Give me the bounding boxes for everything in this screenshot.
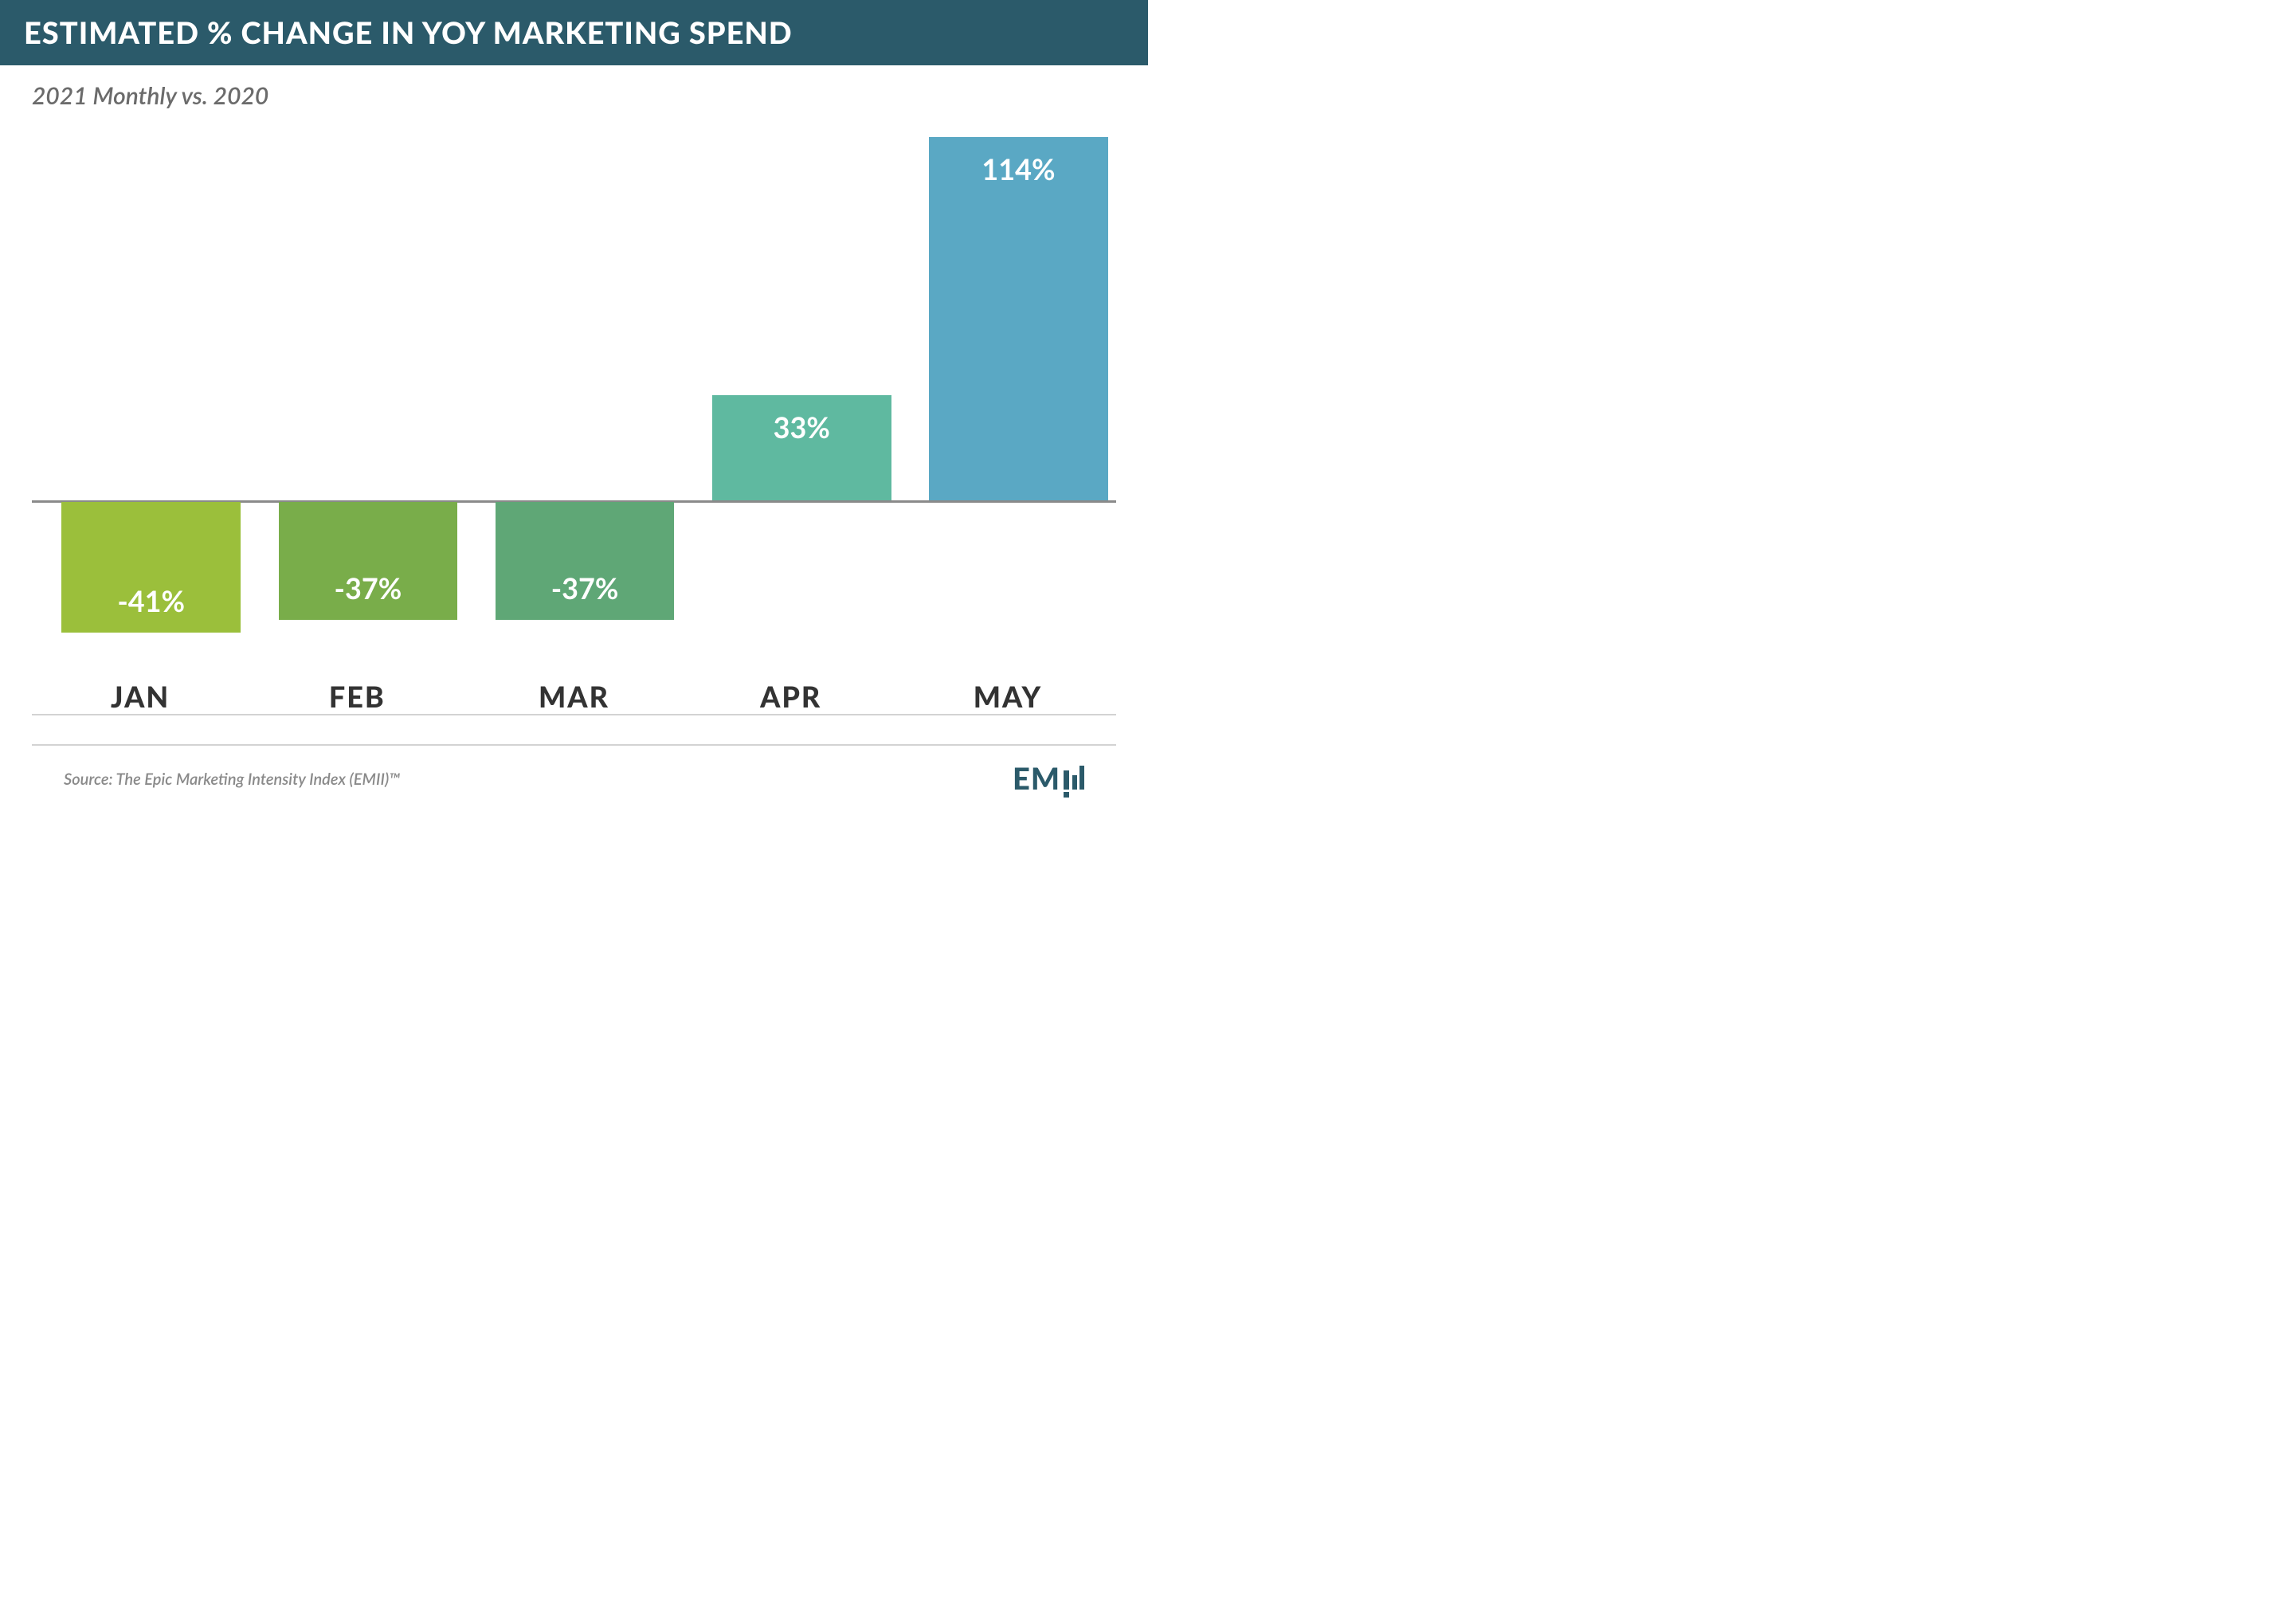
chart-container: ESTIMATED % CHANGE IN YOY MARKETING SPEN… bbox=[0, 0, 1148, 803]
x-axis-labels: JANFEBMARAPRMAY bbox=[0, 679, 1148, 714]
chart-subtitle: 2021 Monthly vs. 2020 bbox=[32, 81, 1116, 110]
chart-area: -41% -37% -37% 33% 114% bbox=[0, 110, 1148, 660]
bar-value-label: -37% bbox=[335, 570, 402, 606]
logo-exclaim-icon bbox=[1064, 770, 1069, 798]
chart-title: ESTIMATED % CHANGE IN YOY MARKETING SPEN… bbox=[24, 14, 1124, 51]
subtitle-row: 2021 Monthly vs. 2020 bbox=[0, 65, 1148, 110]
bar-jan: -41% bbox=[61, 502, 241, 633]
bar-value-label: -41% bbox=[117, 583, 185, 618]
logo-bars-icon bbox=[1072, 766, 1084, 790]
footer: Source: The Epic Marketing Intensity Ind… bbox=[32, 744, 1116, 815]
bar-may: 114% bbox=[929, 137, 1108, 500]
bar-value-label: 33% bbox=[774, 410, 830, 445]
logo-text: EM bbox=[1013, 760, 1060, 797]
x-label-jan: JAN bbox=[32, 679, 249, 714]
header-bar: ESTIMATED % CHANGE IN YOY MARKETING SPEN… bbox=[0, 0, 1148, 65]
x-axis-divider bbox=[32, 714, 1116, 715]
x-label-may: MAY bbox=[899, 679, 1116, 714]
x-label-apr: APR bbox=[683, 679, 899, 714]
bar-feb: -37% bbox=[279, 502, 458, 620]
x-label-feb: FEB bbox=[249, 679, 465, 714]
plot-region: -41% -37% -37% 33% 114% bbox=[32, 118, 1116, 660]
x-label-mar: MAR bbox=[465, 679, 682, 714]
bar-value-label: 114% bbox=[981, 151, 1055, 186]
source-text: Source: The Epic Marketing Intensity Ind… bbox=[64, 770, 400, 789]
bar-apr: 33% bbox=[712, 395, 891, 500]
emii-logo: EM bbox=[1013, 760, 1084, 798]
bar-mar: -37% bbox=[496, 502, 675, 620]
bar-value-label: -37% bbox=[551, 570, 619, 606]
